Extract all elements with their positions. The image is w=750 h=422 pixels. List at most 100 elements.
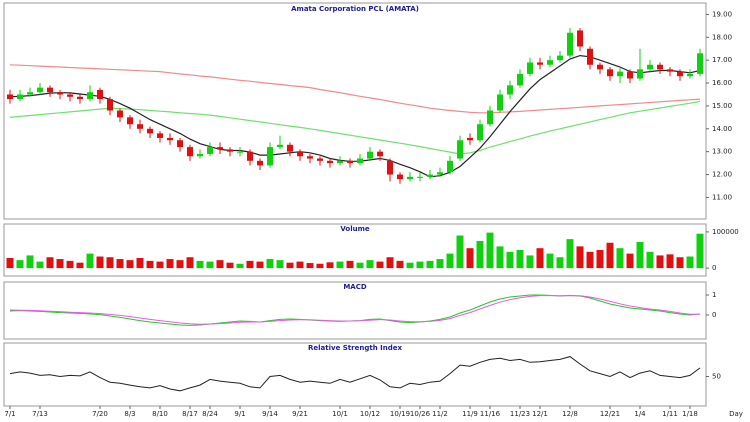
- y-tick-label: 18.00: [712, 33, 732, 41]
- volume-bar: [116, 259, 124, 269]
- candle-body: [667, 69, 673, 72]
- volume-bar: [216, 260, 224, 269]
- volume-bar: [56, 259, 64, 269]
- candle-body: [477, 124, 483, 141]
- candle-body: [207, 147, 213, 154]
- volume-bar: [396, 260, 404, 269]
- candle-body: [7, 94, 13, 100]
- x-tick-label: 11/9: [462, 410, 478, 418]
- x-tick-label: 8/17: [182, 410, 198, 418]
- y-tick-label: 50: [712, 373, 721, 381]
- x-tick-label: 7/13: [32, 410, 48, 418]
- volume-bar: [96, 256, 104, 269]
- volume-bar: [316, 263, 324, 269]
- volume-bar: [416, 261, 424, 269]
- volume-bar: [246, 260, 254, 269]
- y-tick-label: 100000: [712, 228, 739, 236]
- volume-bar: [66, 260, 74, 269]
- candle-body: [17, 94, 23, 100]
- volume-bar: [466, 248, 474, 269]
- x-tick-label: 1/18: [682, 410, 698, 418]
- volume-bar: [566, 239, 574, 269]
- candle-body: [577, 30, 583, 47]
- volume-bar: [556, 257, 564, 269]
- x-tick-label: 1/11: [662, 410, 678, 418]
- indicator-line: [9, 356, 701, 392]
- candle-body: [557, 55, 563, 61]
- candle-body: [347, 160, 353, 164]
- volume-bar: [106, 257, 114, 269]
- x-tick-label: 12/8: [562, 410, 578, 418]
- volume-bar: [256, 261, 264, 269]
- volume-bar: [186, 257, 194, 269]
- x-tick-label: 7/20: [92, 410, 108, 418]
- candle-body: [657, 64, 663, 70]
- volume-bar: [306, 263, 314, 269]
- candle-body: [187, 147, 193, 157]
- volume-bar: [296, 261, 304, 269]
- volume-bar: [226, 262, 234, 269]
- x-tick-label: 12/21: [600, 410, 620, 418]
- candle-body: [267, 147, 273, 166]
- candle-body: [287, 144, 293, 152]
- price-panel: [3, 2, 707, 220]
- x-tick-label: 11/16: [480, 410, 501, 418]
- candle-body: [297, 151, 303, 157]
- candle-body: [597, 64, 603, 70]
- volume-bar: [366, 260, 374, 269]
- candle-body: [197, 153, 203, 157]
- candle-body: [147, 128, 153, 134]
- volume-bar: [406, 262, 414, 269]
- volume-bar: [156, 261, 164, 269]
- volume-bar: [456, 235, 464, 269]
- volume-bar: [636, 242, 644, 269]
- volume-bar: [16, 260, 24, 269]
- volume-bar: [506, 251, 514, 269]
- x-tick-label: 9/1: [234, 410, 245, 418]
- moving-average: [9, 54, 701, 178]
- volume-bar: [86, 253, 94, 269]
- candle-body: [337, 160, 343, 164]
- volume-bar: [536, 248, 544, 269]
- x-tick-label: 8/3: [124, 410, 135, 418]
- x-tick-label: 10/1: [332, 410, 348, 418]
- moving-average: [9, 100, 701, 155]
- volume-bar: [276, 260, 284, 269]
- candle-body: [637, 69, 643, 79]
- candle-body: [467, 137, 473, 141]
- volume-bar: [656, 255, 664, 269]
- volume-bar: [326, 262, 334, 269]
- volume-bar: [236, 263, 244, 269]
- x-tick-label: 11/23: [510, 410, 530, 418]
- candle-body: [217, 147, 223, 150]
- candle-body: [617, 71, 623, 77]
- x-tick-label: 9/14: [262, 410, 278, 418]
- candle-body: [87, 92, 93, 100]
- candle-body: [687, 73, 693, 77]
- candle-body: [457, 140, 463, 159]
- x-tick-label: 10/19: [390, 410, 410, 418]
- volume-bar: [146, 260, 154, 269]
- volume-bar: [356, 262, 364, 269]
- volume-bar: [496, 246, 504, 269]
- volume-bar: [336, 261, 344, 269]
- volume-bar: [166, 259, 174, 269]
- y-tick-label: 0: [712, 264, 716, 272]
- x-tick-label: 12/1: [532, 410, 548, 418]
- y-tick-label: 13.00: [712, 148, 732, 156]
- volume-bar: [206, 261, 214, 269]
- x-tick-label: 9/21: [292, 410, 308, 418]
- candle-body: [427, 174, 433, 177]
- candle-body: [67, 94, 73, 97]
- candle-body: [317, 158, 323, 161]
- volume-bar: [606, 242, 614, 269]
- volume-bar: [126, 260, 134, 269]
- volume-bar: [176, 260, 184, 269]
- candle-body: [697, 53, 703, 74]
- x-tick-label: 10/12: [360, 410, 380, 418]
- y-tick-label: 11.00: [712, 193, 732, 201]
- y-tick-label: 16.00: [712, 79, 732, 87]
- volume-bar: [666, 254, 674, 269]
- x-axis-label: Day: [729, 410, 743, 418]
